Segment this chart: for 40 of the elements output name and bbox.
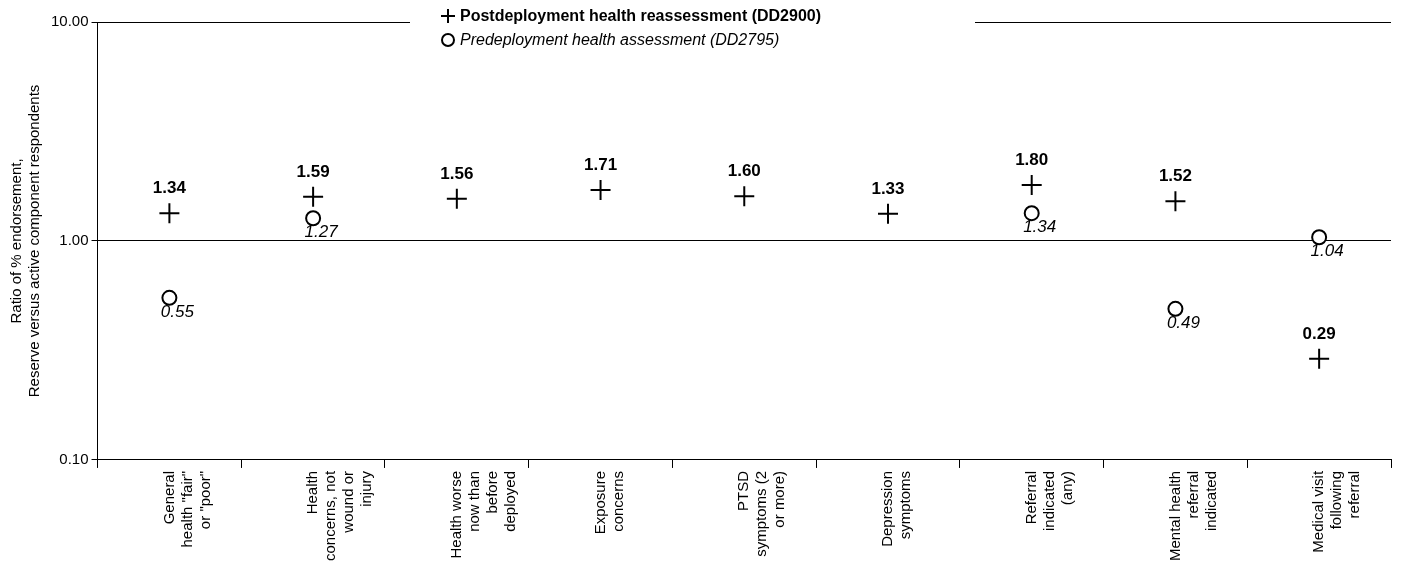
point bbox=[733, 185, 756, 208]
data-label: 1.52 bbox=[1158, 166, 1192, 186]
data-label: 1.60 bbox=[727, 161, 761, 181]
x-tick-label: Health worse now than before deployed bbox=[446, 470, 518, 559]
point bbox=[1308, 347, 1331, 370]
data-label: 1.04 bbox=[1310, 241, 1344, 261]
x-tick-label: General health "fair" or "poor" bbox=[159, 470, 213, 548]
data-label: 1.71 bbox=[584, 155, 618, 175]
data-label: 0.49 bbox=[1166, 313, 1201, 333]
y-tick-label: 10.00 bbox=[50, 12, 89, 30]
data-label: 1.56 bbox=[440, 163, 474, 183]
data-label: 0.55 bbox=[160, 302, 195, 322]
data-label: 1.34 bbox=[1023, 217, 1057, 237]
data-label: 1.80 bbox=[1015, 150, 1049, 170]
point bbox=[1164, 190, 1187, 213]
x-tick-label: Health concerns, not wound or injury bbox=[303, 470, 375, 561]
data-label: 0.29 bbox=[1302, 323, 1336, 343]
data-label: 1.27 bbox=[304, 222, 339, 242]
point bbox=[1167, 300, 1184, 317]
point bbox=[158, 202, 181, 225]
x-tick-label: Referral indicated (any) bbox=[1021, 470, 1075, 531]
point bbox=[445, 187, 468, 210]
x-tick-label: Depression symptoms bbox=[878, 470, 914, 547]
point bbox=[302, 185, 325, 208]
point bbox=[1020, 174, 1043, 197]
x-tick-label: Mental health referral indicated bbox=[1165, 470, 1219, 561]
data-label: 1.33 bbox=[871, 179, 905, 199]
point bbox=[161, 289, 178, 306]
x-tick-label: Medical visit following referral bbox=[1309, 470, 1363, 553]
y-tick-label: 0.10 bbox=[59, 450, 89, 468]
data-label: 1.59 bbox=[296, 162, 330, 182]
x-tick-label: PTSD symptoms (2 or more) bbox=[734, 470, 788, 557]
data-label: 1.34 bbox=[152, 178, 187, 198]
x-tick-label: Exposure concerns bbox=[590, 470, 626, 535]
legend-label: Postdeployment health reassessment (DD2900) bbox=[460, 7, 822, 25]
legend-label: Predeployment health assessment (DD2795) bbox=[460, 31, 780, 49]
point bbox=[589, 178, 612, 201]
y-tick-label: 1.00 bbox=[59, 231, 89, 249]
point bbox=[876, 202, 899, 225]
y-axis-title: Ratio of % endorsement, Reserve versus active component respondents bbox=[7, 84, 43, 398]
